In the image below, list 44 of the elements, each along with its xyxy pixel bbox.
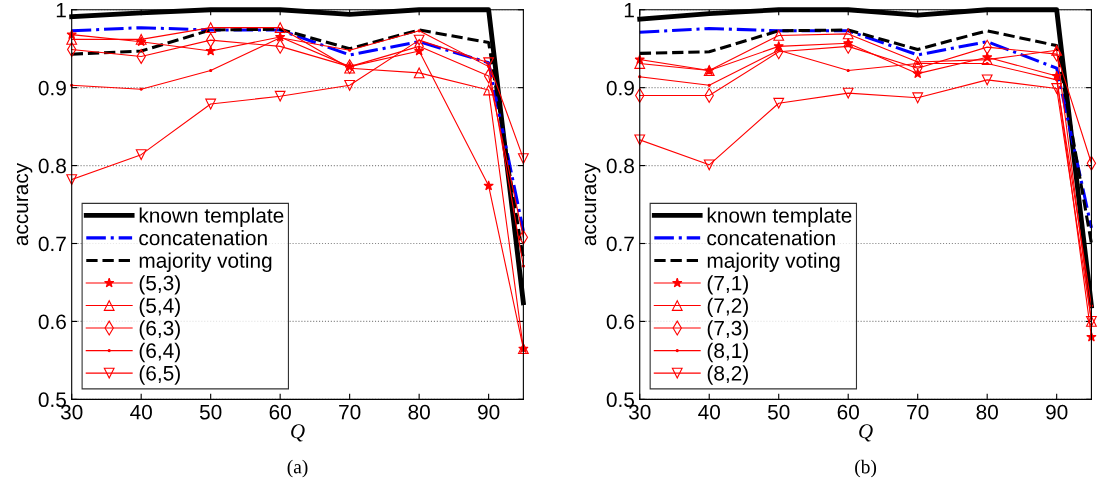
x-tick-label: 50 — [199, 404, 222, 420]
y-tick-label: 0.9 — [38, 80, 66, 96]
x-tick-label: 70 — [339, 404, 361, 420]
y-tick-label: 0.7 — [606, 236, 634, 252]
legend-label: concatenation — [139, 230, 267, 246]
x-tick-label: 40 — [698, 404, 720, 420]
x-tick-label: 60 — [269, 404, 291, 420]
legend-label: (8,1) — [707, 342, 748, 363]
x-tick-label: 50 — [767, 404, 790, 420]
x-axis-title: Q — [291, 424, 305, 442]
legend-label: majority voting — [707, 252, 840, 273]
legend-label: (6,3) — [139, 320, 180, 340]
x-tick-label: 90 — [1046, 404, 1068, 420]
legend-label: majority voting — [139, 252, 272, 273]
x-tick-label: 40 — [130, 404, 152, 420]
x-tick-label: 60 — [837, 404, 859, 420]
text: (a) — [287, 459, 308, 478]
x-axis-title: Q — [859, 424, 873, 442]
x-tick-label: 80 — [408, 404, 430, 420]
y-tick-label: 0.6 — [606, 314, 634, 330]
legend-label: (6,5) — [139, 365, 180, 385]
legend-label: known template — [139, 207, 284, 227]
legend-label: (7,1) — [707, 275, 748, 295]
y-tick-label: 0.6 — [38, 314, 66, 330]
legend-label: (7,2) — [707, 297, 748, 318]
legend-label: (5,3) — [139, 275, 180, 295]
legend-label: concatenation — [707, 230, 835, 246]
x-tick-label: 70 — [907, 404, 929, 420]
y-tick-label: 1 — [56, 2, 66, 18]
legend-label: (6,4) — [139, 342, 180, 363]
legend-label: (7,3) — [707, 320, 748, 340]
y-tick-label: 0.7 — [38, 236, 66, 252]
y-axis-title: accuracy — [16, 162, 33, 246]
y-axis-title: accuracy — [584, 162, 601, 246]
x-tick-label: 80 — [976, 404, 998, 420]
x-tick-label: 90 — [478, 404, 500, 420]
y-tick-label: 0.9 — [606, 80, 634, 96]
legend-label: (8,2) — [707, 365, 748, 385]
y-tick-label: 0.8 — [38, 158, 66, 174]
y-tick-label: 0.8 — [606, 158, 634, 174]
y-tick-label: 1 — [624, 2, 634, 18]
legend-label: (5,4) — [139, 297, 180, 318]
text: (b) — [855, 459, 877, 478]
legend-label: known template — [707, 207, 852, 227]
